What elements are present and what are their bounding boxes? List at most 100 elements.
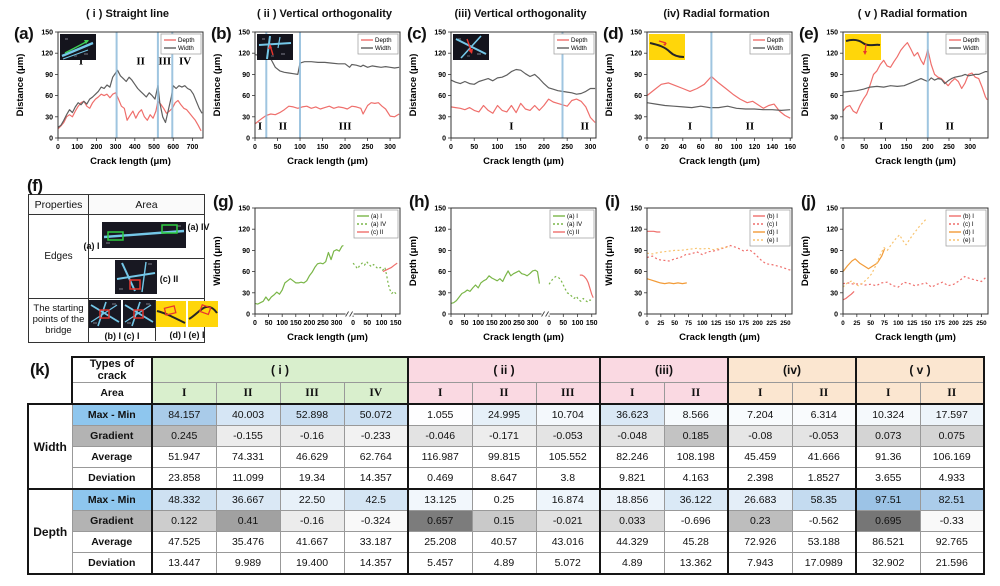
y-tick-label: 150 <box>630 206 642 213</box>
y-tick-label: 30 <box>242 290 250 297</box>
x-tick-label: 0 <box>449 320 453 327</box>
x-tick-label: 250 <box>513 320 525 327</box>
chart-panel-a: ( i ) Straight line 0 30 60 90 120 150 0 100 200… <box>12 8 209 184</box>
crack-image-a <box>101 222 186 251</box>
plot-frame <box>57 31 204 139</box>
x-tick-label: 25 <box>853 320 860 327</box>
x-tick-label: 0 <box>351 320 355 327</box>
value-cell: 0.075 <box>919 425 985 447</box>
panel-letter-d: (d) <box>603 24 624 43</box>
value-cell: 48.332 <box>151 488 217 511</box>
inset-image <box>453 34 489 60</box>
inset-image <box>649 34 685 60</box>
value-cell: 62.764 <box>343 446 409 468</box>
y-tick-label: 90 <box>634 248 642 255</box>
y-tick-label: 150 <box>41 30 53 37</box>
x-tick-label: 50 <box>363 320 371 327</box>
x-axis-label: Crack length (μm) <box>679 332 760 343</box>
y-tick-label: 60 <box>830 93 838 100</box>
f-edges-image-2-cell: (c) II <box>88 258 205 299</box>
series--e-I <box>842 218 927 288</box>
chart-panel-i: 0 30 60 90 120 150 0 25 50 75 100 125 150 175 200 225 25… <box>601 184 798 360</box>
crack-image-d1 <box>156 301 186 330</box>
value-cell: 13.125 <box>407 488 473 511</box>
inset-image <box>845 34 881 60</box>
value-cell: -0.16 <box>279 510 345 532</box>
value-cell: 106.169 <box>919 446 985 468</box>
value-cell: 0.15 <box>471 510 537 532</box>
legend-label: Width <box>963 45 979 52</box>
property-label: Deviation <box>71 467 153 490</box>
value-cell: 14.357 <box>343 552 409 575</box>
x-tick-label: 100 <box>376 320 388 327</box>
chart-panel-h: 0 30 60 90 120 150 0 50 100 150 200 250 300 0 50 100 150… <box>405 184 602 360</box>
crack-type-header: (iv) <box>727 356 857 383</box>
value-cell: 24.995 <box>471 403 537 426</box>
area-column-header: I <box>151 382 217 405</box>
chart-title-i: ( i ) Straight line <box>85 8 170 20</box>
value-cell: 9.821 <box>599 467 665 490</box>
legend-label: (c) II <box>371 229 384 236</box>
value-cell: 99.815 <box>471 446 537 468</box>
value-cell: 25.208 <box>407 531 473 553</box>
chart-g: 0 30 60 90 120 150 0 50 100 150 200 250 300 0 50 100 150… <box>209 198 406 358</box>
chart-svg-c: 0 30 60 90 120 150 0 50 100 150 200 250 300 Crack len… <box>408 30 597 167</box>
f-caption-c2: (c) II <box>159 273 179 284</box>
chart-h: 0 30 60 90 120 150 0 50 100 150 200 250 300 0 50 100 150… <box>405 198 602 358</box>
x-tick-label: 200 <box>304 320 316 327</box>
data-row-depth-gradient: Gradient 0.122 0.41 -0.16 -0.324 0.657 0.15 -0.… <box>28 510 985 532</box>
value-cell: 4.163 <box>663 467 729 490</box>
panel-letter-h: (h) <box>409 192 430 211</box>
area-column-header: II <box>471 382 537 405</box>
y-tick-label: 120 <box>434 227 446 234</box>
y-tick-label: 0 <box>49 136 53 143</box>
x-tick-label: 200 <box>949 320 960 327</box>
series-Depth <box>842 42 988 114</box>
table-k: Types of crack( i )( ii ) (iii) (iv)( v ) Ar… <box>27 356 985 575</box>
y-tick-label: 60 <box>634 93 642 100</box>
x-tick-label: 250 <box>561 144 573 151</box>
chart-svg-a: 0 30 60 90 120 150 0 100 200 300 400 500 600 700 Crack… <box>15 30 204 167</box>
y-tick-label: 120 <box>630 227 642 234</box>
f-edges-image-1-cell: (a) I (a) IV <box>83 214 210 259</box>
x-tick-label: 200 <box>500 320 512 327</box>
x-tick-label: 225 <box>766 320 777 327</box>
region-label-I: I <box>79 56 83 68</box>
value-cell: -0.171 <box>471 425 537 447</box>
series-Depth <box>57 92 202 132</box>
x-tick-label: 200 <box>538 144 550 151</box>
area-column-header: I <box>599 382 665 405</box>
value-cell: 105.552 <box>535 446 601 468</box>
chart-svg-e: 0 30 60 90 120 150 0 50 100 150 200 250 300 Crack len… <box>800 30 989 167</box>
x-tick-label: 0 <box>253 320 257 327</box>
legend-label: (c) II <box>567 229 580 236</box>
value-cell: 72.926 <box>727 531 793 553</box>
row-group-depth: Depth <box>27 488 73 575</box>
inset-image <box>257 34 293 60</box>
x-tick-label: 50 <box>860 144 868 151</box>
y-tick-label: 120 <box>826 227 838 234</box>
chart-a: 0 30 60 90 120 150 0 100 200 300 400 500 600 700 Crack… <box>12 22 209 182</box>
y-tick-label: 30 <box>830 290 838 297</box>
region-label-II: II <box>746 121 755 133</box>
x-tick-label: 50 <box>470 144 478 151</box>
legend-label: (d) I <box>963 229 974 236</box>
properties-area-table: Properties Area Edges (a) I (a) IV <box>28 194 218 343</box>
area-column-header: II <box>919 382 985 405</box>
x-tick-label: 100 <box>572 320 584 327</box>
value-cell: 53.188 <box>791 531 857 553</box>
property-label: Gradient <box>71 510 153 532</box>
f-bridge-images-cell: (b) I (c) I (d) I (e) I <box>88 298 218 343</box>
value-cell: 40.57 <box>471 531 537 553</box>
chart-panel-c: (iii) Vertical orthogonality 0 30 60 90 120 1… <box>405 8 602 184</box>
value-cell: -0.233 <box>343 425 409 447</box>
y-tick-label: 0 <box>246 312 250 319</box>
data-row-width-average: Average 51.947 74.331 46.629 62.764 116.987 99… <box>28 446 985 468</box>
value-cell: 11.099 <box>215 467 281 490</box>
y-tick-label: 150 <box>434 206 446 213</box>
value-cell: 0.41 <box>215 510 281 532</box>
x-tick-label: 225 <box>962 320 973 327</box>
value-cell: 41.666 <box>791 446 857 468</box>
